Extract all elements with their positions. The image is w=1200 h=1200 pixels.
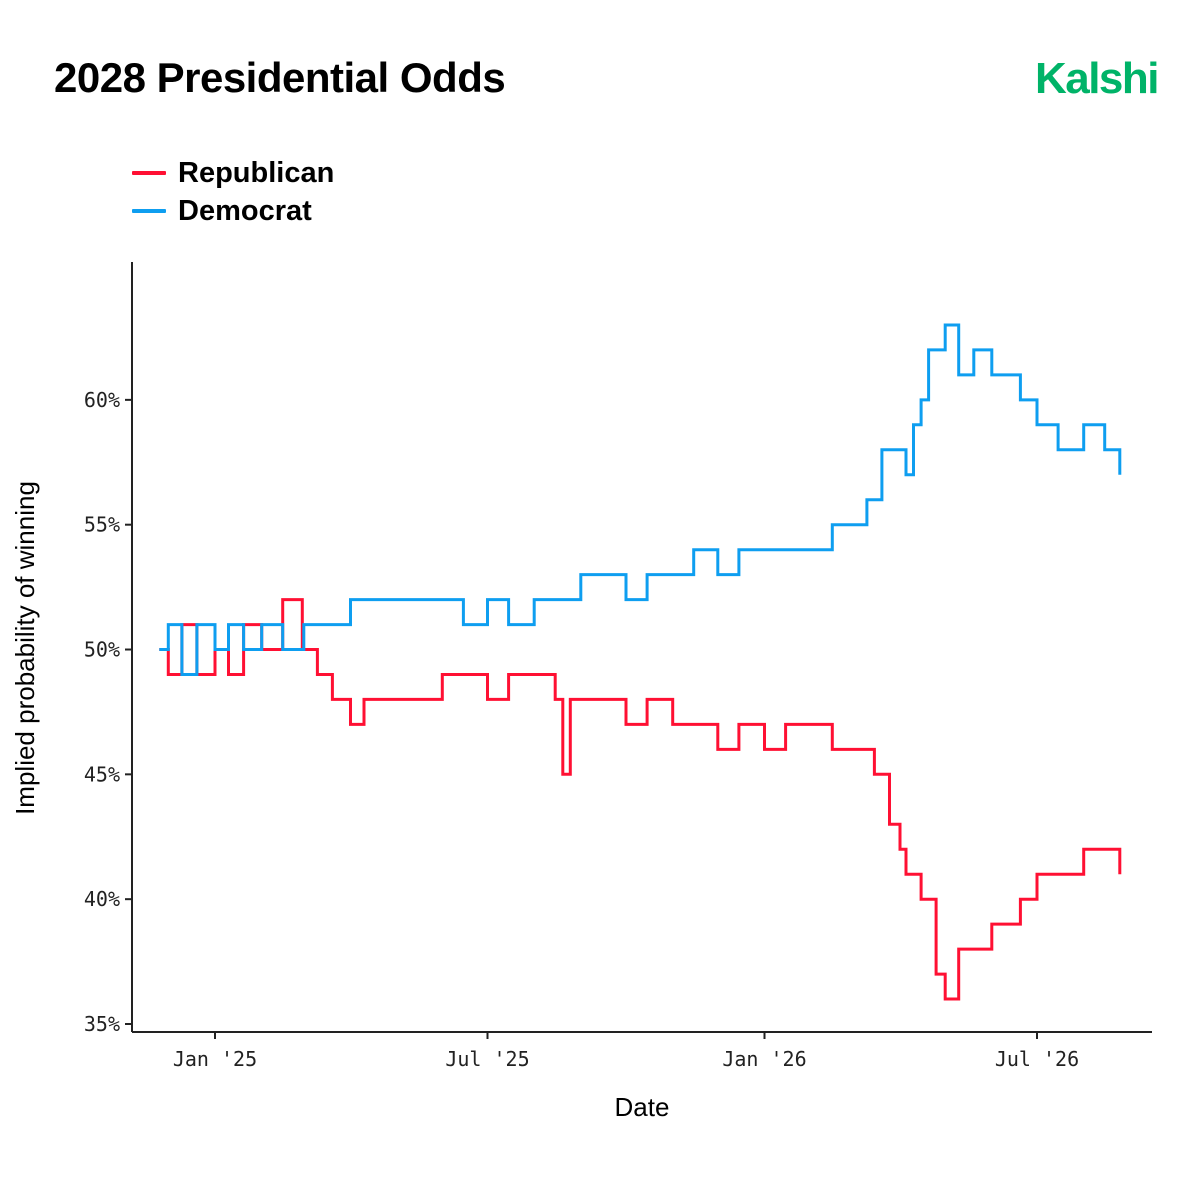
series-line-democrat	[159, 323, 1122, 676]
kalshi-logo: Kalshi	[1034, 54, 1160, 103]
y-tick-label: 60%	[84, 388, 120, 412]
legend-item-republican: Republican	[132, 154, 334, 192]
x-tick-label: Jan '25	[173, 1047, 257, 1071]
x-tick-label: Jul '26	[995, 1047, 1079, 1071]
legend-item-democrat: Democrat	[132, 192, 334, 230]
y-tick-label: 45%	[84, 762, 120, 786]
legend-swatch-republican	[132, 171, 166, 175]
y-tick-label: 55%	[84, 513, 120, 537]
chart-axes: 35% 40% 45% 50% 55% 60% Jan '25 Jul '25 Jan '26 J…	[84, 262, 1152, 1071]
legend-label-democrat: Democrat	[178, 194, 312, 227]
series-line-republican	[159, 598, 1122, 1001]
legend-swatch-democrat	[132, 209, 166, 213]
chart-legend: Republican Democrat	[132, 154, 334, 230]
x-tick-label: Jan '26	[722, 1047, 806, 1071]
chart-title: 2028 Presidential Odds	[54, 54, 506, 101]
y-axis-title: Implied probability of winning	[10, 481, 40, 815]
x-tick-label: Jul '25	[445, 1047, 529, 1071]
y-tick-label: 50%	[84, 638, 120, 662]
y-tick-label: 35%	[84, 1012, 120, 1036]
legend-label-republican: Republican	[178, 156, 335, 189]
chart-series	[159, 323, 1122, 1001]
y-tick-label: 40%	[84, 887, 120, 911]
x-axis-title: Date	[615, 1092, 670, 1122]
